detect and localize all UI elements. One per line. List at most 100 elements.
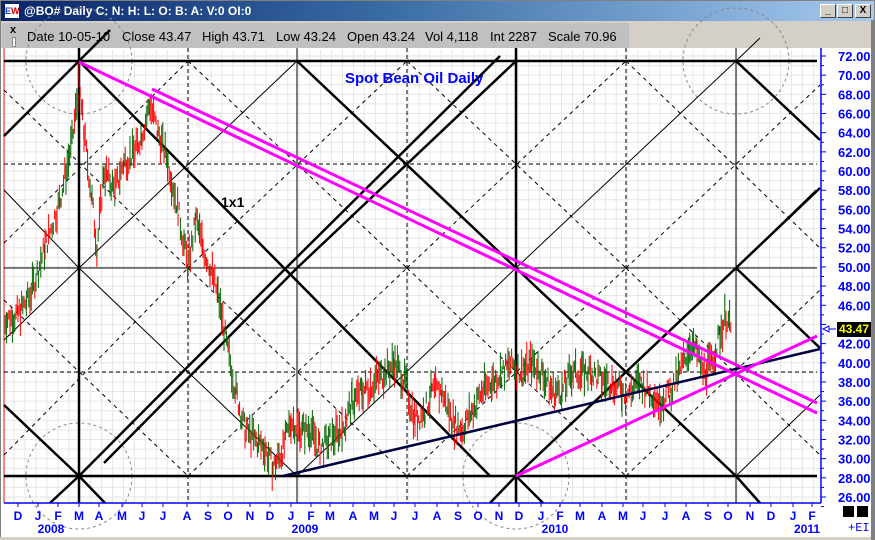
price-tick-label: 58.00 xyxy=(838,183,871,198)
app-icon-e: E xyxy=(5,6,12,16)
month-tick-label: J xyxy=(640,509,647,523)
info-vol: Vol 4,118 xyxy=(425,29,479,44)
month-tick-label: D xyxy=(266,509,275,523)
window-title: @BO# Daily C: N: H: L: O: B: A: V:0 OI:0 xyxy=(24,4,252,18)
downtrend-channel[interactable] xyxy=(78,60,818,415)
price-tick-label: 52.00 xyxy=(838,241,871,256)
month-tick-label: J xyxy=(288,509,295,523)
gann-vertical-levels xyxy=(77,48,737,503)
info-high: High 43.71 xyxy=(202,29,265,44)
month-tick-label: S xyxy=(454,509,462,523)
last-price-label: 43.47 xyxy=(837,322,872,337)
infobar-close-icon[interactable]: x xyxy=(10,24,17,36)
month-tick-label: A xyxy=(598,509,607,523)
chart-title: Spot Bean Oil Daily xyxy=(345,70,484,87)
time-axis-ticks[interactable]: D J F M A M J J A S O N D J F M A M J J A S O N D J F M A M J J A S O N D J F2… xyxy=(14,503,821,536)
info-close: Close 43.47 xyxy=(122,29,192,44)
price-tick-label: 26.00 xyxy=(838,490,871,505)
month-tick-label: J xyxy=(790,509,797,523)
year-label: 2009 xyxy=(292,522,319,536)
price-tick-label: 42.00 xyxy=(838,337,871,352)
month-tick-label: O xyxy=(473,509,482,523)
ei-box-1[interactable] xyxy=(843,506,854,517)
price-tick-label: 54.00 xyxy=(838,222,871,237)
close-button[interactable]: X xyxy=(855,4,871,18)
year-label: 2011 xyxy=(794,522,820,536)
month-tick-label: N xyxy=(246,509,255,523)
month-tick-label: O xyxy=(223,509,232,523)
price-tick-label: 62.00 xyxy=(838,145,871,160)
price-tick-label: 66.00 xyxy=(838,107,871,122)
month-tick-label: O xyxy=(723,509,732,523)
price-tick-label: 34.00 xyxy=(838,413,871,428)
month-tick-label: S xyxy=(704,509,712,523)
price-tick-label: 64.00 xyxy=(838,126,871,141)
month-tick-label: A xyxy=(433,509,442,523)
annotation-1x1: 1x1 xyxy=(221,194,245,210)
month-tick-label: A xyxy=(183,509,192,523)
year-label: 2008 xyxy=(38,522,65,536)
month-tick-label: J xyxy=(160,509,167,523)
ei-label[interactable]: +EI xyxy=(848,521,870,535)
app-icon-w: W xyxy=(11,6,20,16)
month-tick-label: F xyxy=(54,509,61,523)
price-tick-label: 30.00 xyxy=(838,452,871,467)
month-tick-label: F xyxy=(307,509,314,523)
month-tick-label: J xyxy=(139,509,146,523)
month-tick-label: A xyxy=(95,509,104,523)
title-bar[interactable]: EW @BO# Daily C: N: H: L: O: B: A: V:0 O… xyxy=(1,1,874,21)
month-tick-label: J xyxy=(412,509,419,523)
month-tick-label: M xyxy=(117,509,127,523)
price-tick-label: 38.00 xyxy=(838,375,871,390)
price-tick-label: 70.00 xyxy=(838,68,871,83)
month-tick-label: J xyxy=(391,509,398,523)
trendline-from-low[interactable] xyxy=(282,347,821,478)
infobar-grip-handle[interactable] xyxy=(12,37,16,47)
info-int: Int 2287 xyxy=(490,29,537,44)
month-tick-label: A xyxy=(682,509,691,523)
month-tick-label: N xyxy=(495,509,504,523)
price-tick-label: 68.00 xyxy=(838,87,871,102)
uptrend-line[interactable] xyxy=(515,334,818,478)
month-tick-label: J xyxy=(538,509,545,523)
ei-box-2[interactable] xyxy=(857,506,868,517)
price-tick-label: 40.00 xyxy=(838,356,871,371)
info-open: Open 43.24 xyxy=(347,29,415,44)
price-bars xyxy=(3,61,732,492)
gann-horizontal-levels xyxy=(4,59,817,478)
data-window-bar: x Date 10-05-10 Close 43.47 High 43.71 L… xyxy=(2,23,629,49)
month-tick-label: A xyxy=(349,509,358,523)
month-tick-label: S xyxy=(204,509,212,523)
month-tick-label: F xyxy=(556,509,563,523)
month-tick-label: J xyxy=(35,509,42,523)
month-tick-label: D xyxy=(515,509,524,523)
price-tick-label: 32.00 xyxy=(838,432,871,447)
month-tick-label: D xyxy=(767,509,776,523)
info-date: Date 10-05-10 xyxy=(27,29,111,44)
month-tick-label: M xyxy=(74,509,84,523)
price-tick-label: 72.00 xyxy=(838,49,871,64)
month-tick-label: J xyxy=(662,509,669,523)
month-tick-label: N xyxy=(746,509,755,523)
info-low: Low 43.24 xyxy=(276,29,336,44)
price-tick-label: 56.00 xyxy=(838,202,871,217)
price-tick-label: 60.00 xyxy=(838,164,871,179)
month-tick-label: M xyxy=(369,509,379,523)
price-tick-label: 36.00 xyxy=(838,394,871,409)
price-axis-ticks[interactable]: 72.00 70.00 68.00 66.00 64.00 62.00 60.00 58.00… xyxy=(821,49,871,508)
price-tick-label: 50.00 xyxy=(838,260,871,275)
info-scale: Scale 70.96 xyxy=(548,29,617,44)
year-label: 2010 xyxy=(542,522,569,536)
month-tick-label: D xyxy=(14,509,23,523)
month-tick-label: M xyxy=(325,509,335,523)
month-tick-label: M xyxy=(575,509,585,523)
month-tick-label: M xyxy=(618,509,628,523)
price-tick-label: 28.00 xyxy=(838,471,871,486)
app-icon[interactable]: EW xyxy=(4,3,20,19)
price-tick-label: 48.00 xyxy=(838,279,871,294)
maximize-button[interactable]: □ xyxy=(837,4,853,18)
minimize-button[interactable]: _ xyxy=(820,4,836,18)
price-tick-label: 46.00 xyxy=(838,298,871,313)
month-tick-label: F xyxy=(808,509,815,523)
